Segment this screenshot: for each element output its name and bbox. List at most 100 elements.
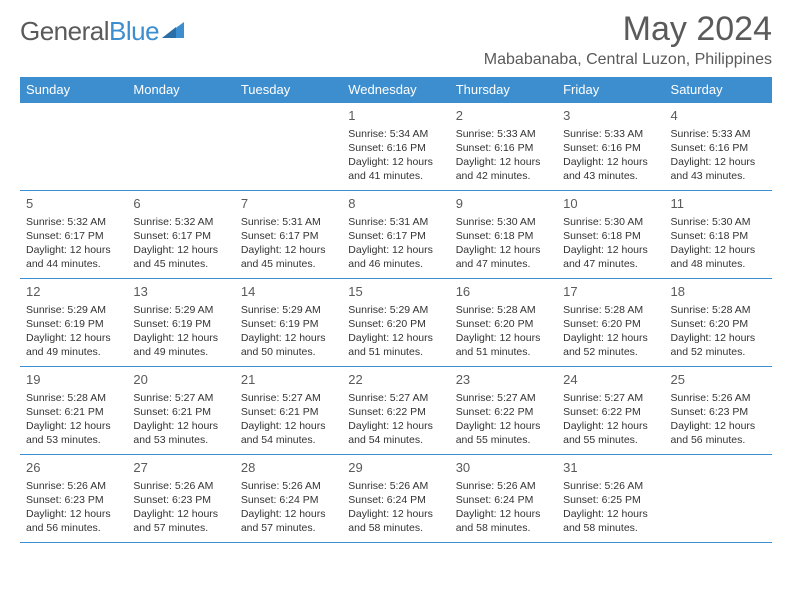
sunset-text: Sunset: 6:21 PM — [26, 405, 121, 419]
calendar-day-cell: 2Sunrise: 5:33 AMSunset: 6:16 PMDaylight… — [450, 103, 557, 191]
day-number: 17 — [563, 283, 658, 301]
sunset-text: Sunset: 6:19 PM — [26, 317, 121, 331]
calendar-body: 1Sunrise: 5:34 AMSunset: 6:16 PMDaylight… — [20, 103, 772, 543]
sunrise-text: Sunrise: 5:27 AM — [456, 391, 551, 405]
daylight-text: Daylight: 12 hours and 57 minutes. — [133, 507, 228, 535]
daylight-text: Daylight: 12 hours and 50 minutes. — [241, 331, 336, 359]
calendar-day-cell: 10Sunrise: 5:30 AMSunset: 6:18 PMDayligh… — [557, 191, 664, 279]
daylight-text: Daylight: 12 hours and 55 minutes. — [563, 419, 658, 447]
calendar-day-cell: 23 Sunrise: 5:27 AMSunset: 6:22 PMDayligh… — [450, 367, 557, 455]
sunrise-text: Sunrise: 5:27 AM — [133, 391, 228, 405]
logo-text: GeneralBlue — [20, 16, 159, 47]
sunrise-text: Sunrise: 5:26 AM — [348, 479, 443, 493]
sunrise-text: Sunrise: 5:28 AM — [26, 391, 121, 405]
calendar-day-cell: 25Sunrise: 5:26 AMSunset: 6:23 PMDayligh… — [665, 367, 772, 455]
day-number: 14 — [241, 283, 336, 301]
day-number: 8 — [348, 195, 443, 213]
sunset-text: Sunset: 6:17 PM — [348, 229, 443, 243]
day-number: 15 — [348, 283, 443, 301]
sunrise-text: Sunrise: 5:28 AM — [456, 303, 551, 317]
sunrise-text: Sunrise: 5:32 AM — [26, 215, 121, 229]
daylight-text: Daylight: 12 hours and 52 minutes. — [563, 331, 658, 359]
calendar-day-cell: 12Sunrise: 5:29 AMSunset: 6:19 PMDayligh… — [20, 279, 127, 367]
sunset-text: Sunset: 6:20 PM — [671, 317, 766, 331]
daylight-text: Daylight: 12 hours and 58 minutes. — [563, 507, 658, 535]
sunrise-text: Sunrise: 5:29 AM — [241, 303, 336, 317]
sunrise-text: Sunrise: 5:29 AM — [348, 303, 443, 317]
day-number: 10 — [563, 195, 658, 213]
calendar-day-cell: 18Sunrise: 5:28 AMSunset: 6:20 PMDayligh… — [665, 279, 772, 367]
calendar-week-row: 1Sunrise: 5:34 AMSunset: 6:16 PMDaylight… — [20, 103, 772, 191]
calendar-week-row: 19Sunrise: 5:28 AMSunset: 6:21 PMDayligh… — [20, 367, 772, 455]
sunrise-text: Sunrise: 5:26 AM — [26, 479, 121, 493]
sunset-text: Sunset: 6:19 PM — [133, 317, 228, 331]
day-number: 25 — [671, 371, 766, 389]
sunset-text: Sunset: 6:23 PM — [26, 493, 121, 507]
sunrise-text: Sunrise: 5:26 AM — [133, 479, 228, 493]
month-title: May 2024 — [484, 10, 772, 49]
daylight-text: Daylight: 12 hours and 51 minutes. — [456, 331, 551, 359]
calendar-day-cell: 24 Sunrise: 5:27 AMSunset: 6:22 PMDayligh… — [557, 367, 664, 455]
sunset-text: Sunset: 6:21 PM — [133, 405, 228, 419]
sunrise-text: Sunrise: 5:33 AM — [456, 127, 551, 141]
day-number: 23 — [456, 371, 551, 389]
daylight-text: Daylight: 12 hours and 42 minutes. — [456, 155, 551, 183]
sunset-text: Sunset: 6:18 PM — [563, 229, 658, 243]
daylight-text: Daylight: 12 hours and 45 minutes. — [133, 243, 228, 271]
calendar-day-cell — [235, 103, 342, 191]
sunrise-text: Sunrise: 5:31 AM — [241, 215, 336, 229]
calendar-day-cell: 11Sunrise: 5:30 AMSunset: 6:18 PMDayligh… — [665, 191, 772, 279]
sunset-text: Sunset: 6:25 PM — [563, 493, 658, 507]
weekday-header: Friday — [557, 77, 664, 103]
day-number: 18 — [671, 283, 766, 301]
day-number: 9 — [456, 195, 551, 213]
daylight-text: Daylight: 12 hours and 49 minutes. — [133, 331, 228, 359]
day-number: 24 — [563, 371, 658, 389]
calendar-day-cell: 1Sunrise: 5:34 AMSunset: 6:16 PMDaylight… — [342, 103, 449, 191]
sunset-text: Sunset: 6:17 PM — [133, 229, 228, 243]
sunset-text: Sunset: 6:17 PM — [26, 229, 121, 243]
calendar-day-cell: 8Sunrise: 5:31 AMSunset: 6:17 PMDaylight… — [342, 191, 449, 279]
day-number: 12 — [26, 283, 121, 301]
sunset-text: Sunset: 6:16 PM — [563, 141, 658, 155]
sunrise-text: Sunrise: 5:28 AM — [563, 303, 658, 317]
day-number: 4 — [671, 107, 766, 125]
daylight-text: Daylight: 12 hours and 44 minutes. — [26, 243, 121, 271]
weekday-header: Tuesday — [235, 77, 342, 103]
sunset-text: Sunset: 6:20 PM — [348, 317, 443, 331]
sunrise-text: Sunrise: 5:33 AM — [563, 127, 658, 141]
daylight-text: Daylight: 12 hours and 47 minutes. — [563, 243, 658, 271]
day-number: 31 — [563, 459, 658, 477]
day-number: 19 — [26, 371, 121, 389]
day-number: 16 — [456, 283, 551, 301]
sunrise-text: Sunrise: 5:30 AM — [456, 215, 551, 229]
calendar-table: SundayMondayTuesdayWednesdayThursdayFrid… — [20, 77, 772, 543]
daylight-text: Daylight: 12 hours and 49 minutes. — [26, 331, 121, 359]
daylight-text: Daylight: 12 hours and 57 minutes. — [241, 507, 336, 535]
calendar-week-row: 26Sunrise: 5:26 AMSunset: 6:23 PMDayligh… — [20, 455, 772, 543]
calendar-day-cell: 7Sunrise: 5:31 AMSunset: 6:17 PMDaylight… — [235, 191, 342, 279]
daylight-text: Daylight: 12 hours and 54 minutes. — [241, 419, 336, 447]
logo: GeneralBlue — [20, 10, 186, 47]
sunrise-text: Sunrise: 5:27 AM — [241, 391, 336, 405]
sunset-text: Sunset: 6:19 PM — [241, 317, 336, 331]
daylight-text: Daylight: 12 hours and 55 minutes. — [456, 419, 551, 447]
sunset-text: Sunset: 6:22 PM — [456, 405, 551, 419]
sunrise-text: Sunrise: 5:28 AM — [671, 303, 766, 317]
calendar-day-cell: 19Sunrise: 5:28 AMSunset: 6:21 PMDayligh… — [20, 367, 127, 455]
sunset-text: Sunset: 6:22 PM — [563, 405, 658, 419]
daylight-text: Daylight: 12 hours and 45 minutes. — [241, 243, 336, 271]
sunrise-text: Sunrise: 5:27 AM — [563, 391, 658, 405]
daylight-text: Daylight: 12 hours and 54 minutes. — [348, 419, 443, 447]
calendar-day-cell: 13Sunrise: 5:29 AMSunset: 6:19 PMDayligh… — [127, 279, 234, 367]
day-number: 3 — [563, 107, 658, 125]
calendar-day-cell — [665, 455, 772, 543]
daylight-text: Daylight: 12 hours and 58 minutes. — [456, 507, 551, 535]
calendar-day-cell: 9Sunrise: 5:30 AMSunset: 6:18 PMDaylight… — [450, 191, 557, 279]
daylight-text: Daylight: 12 hours and 46 minutes. — [348, 243, 443, 271]
sunrise-text: Sunrise: 5:33 AM — [671, 127, 766, 141]
day-number: 1 — [348, 107, 443, 125]
daylight-text: Daylight: 12 hours and 47 minutes. — [456, 243, 551, 271]
daylight-text: Daylight: 12 hours and 56 minutes. — [26, 507, 121, 535]
calendar-day-cell: 4Sunrise: 5:33 AMSunset: 6:16 PMDaylight… — [665, 103, 772, 191]
